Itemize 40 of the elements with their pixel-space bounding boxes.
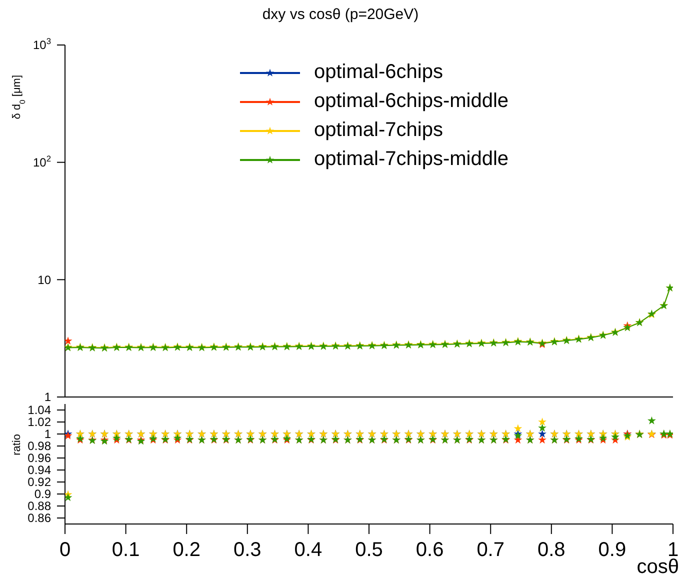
point [538, 436, 546, 444]
legend-label: optimal-6chips [314, 61, 443, 84]
x-tick-label: 0.5 [355, 539, 383, 561]
y-tick-label: 1 [44, 390, 52, 404]
point [514, 424, 522, 432]
x-tick-label: 0.1 [112, 539, 140, 561]
y-tick-label: 0.96 [28, 451, 52, 466]
x-tick-label: 0.2 [172, 539, 201, 561]
y-tick-label: 0.9 [34, 487, 52, 502]
y-tick-label: 0.86 [28, 511, 52, 526]
y-tick-label: 0.92 [28, 475, 52, 490]
x-axis-title: cosθ [636, 556, 679, 577]
point [538, 430, 546, 438]
chart-title: dxy vs cosθ (p=20GeV) [261, 6, 420, 23]
y-axis-title: ratio [11, 434, 23, 456]
y-tick-label: 1 [44, 427, 52, 442]
y-tick-label: 10$^{2}$ [32, 154, 52, 170]
x-tick-label: 0.3 [233, 539, 262, 561]
point [65, 336, 72, 345]
x-tick-label: 0.9 [598, 539, 626, 561]
legend-label: optimal-7chips-middle [314, 148, 509, 171]
y-tick-label: 1.02 [28, 415, 52, 430]
point [611, 432, 620, 441]
x-tick-label: 0.8 [537, 539, 566, 561]
x-tick-label: 0.7 [476, 539, 505, 561]
y-tick-label: 0.94 [28, 463, 52, 478]
y-tick-label: 10$^{3}$ [32, 36, 52, 52]
x-tick-label: 0.6 [416, 539, 444, 561]
y-tick-label: 1.04 [28, 403, 52, 418]
point [65, 493, 72, 502]
point [538, 418, 546, 426]
point [538, 424, 546, 432]
x-tick-label: 0.4 [294, 539, 322, 561]
legend-label: optimal-7chips [314, 119, 443, 142]
y-tick-label: 0.88 [28, 499, 52, 514]
point [648, 416, 656, 424]
x-tick-label: 0 [59, 539, 71, 561]
y-tick-label: 10 [38, 272, 52, 287]
legend-label: optimal-6chips-middle [314, 90, 509, 113]
y-tick-label: 0.98 [28, 439, 52, 454]
